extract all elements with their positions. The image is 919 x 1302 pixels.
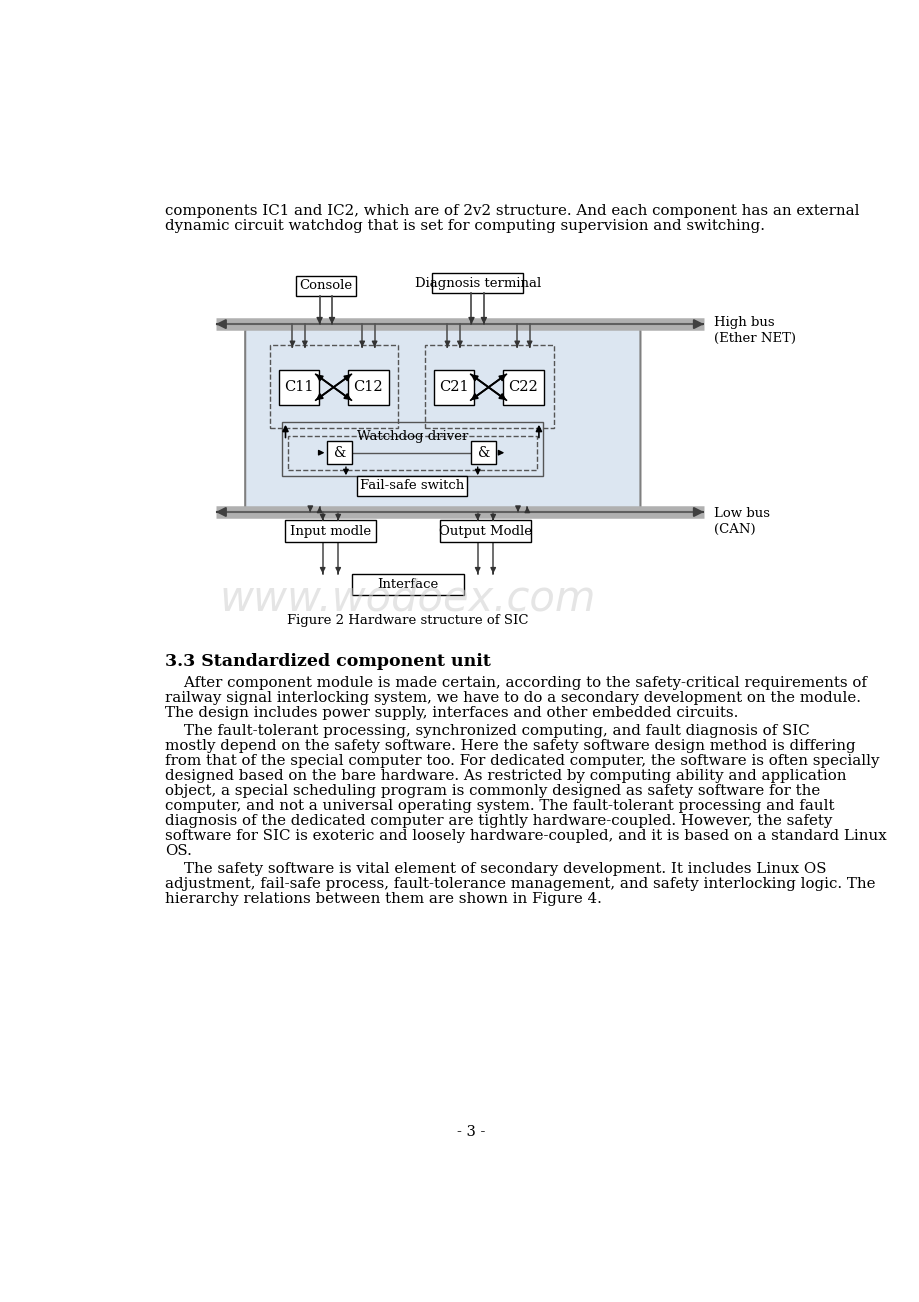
Bar [327,441,352,465]
Text: Fail-safe switch: Fail-safe switch [359,479,464,492]
Text: C21: C21 [438,380,468,395]
Text: The safety software is vital element of secondary development. It includes Linux: The safety software is vital element of … [165,862,826,876]
FancyBboxPatch shape [245,324,640,514]
Text: Output Modle: Output Modle [438,525,531,538]
Text: - 3 -: - 3 - [457,1125,485,1139]
Bar [439,521,530,542]
Text: C11: C11 [284,380,313,395]
Text: &: & [477,445,490,460]
Text: &: & [334,445,346,460]
Text: railway signal interlocking system, we have to do a secondary development on the: railway signal interlocking system, we h… [165,691,860,704]
Text: Watchdog driver: Watchdog driver [357,430,468,443]
Text: software for SIC is exoteric and loosely hardware-coupled, and it is based on a : software for SIC is exoteric and loosely… [165,829,886,844]
Text: dynamic circuit watchdog that is set for computing supervision and switching.: dynamic circuit watchdog that is set for… [165,219,765,233]
Bar [425,345,554,428]
Text: www.wodoex.com: www.wodoex.com [220,577,596,620]
Bar [284,521,376,542]
Text: Interface: Interface [377,578,438,591]
Text: C22: C22 [508,380,538,395]
Bar [503,370,543,405]
Text: 3.3 Standardized component unit: 3.3 Standardized component unit [165,652,491,671]
Text: adjustment, fail-safe process, fault-tolerance management, and safety interlocki: adjustment, fail-safe process, fault-tol… [165,878,875,892]
Text: designed based on the bare hardware. As restricted by computing ability and appl: designed based on the bare hardware. As … [165,769,846,784]
Text: diagnosis of the dedicated computer are tightly hardware-coupled. However, the s: diagnosis of the dedicated computer are … [165,814,832,828]
Bar [348,370,388,405]
Text: The design includes power supply, interfaces and other embedded circuits.: The design includes power supply, interf… [165,706,738,720]
Text: Console: Console [299,279,352,292]
Bar [432,273,523,293]
Text: After component module is made certain, according to the safety-critical require: After component module is made certain, … [165,676,867,690]
Text: computer, and not a universal operating system. The fault-tolerant processing an: computer, and not a universal operating … [165,799,834,814]
Text: Figure 2 Hardware structure of SIC: Figure 2 Hardware structure of SIC [287,615,528,628]
Bar [288,436,536,470]
Text: The fault-tolerant processing, synchronized computing, and fault diagnosis of SI: The fault-tolerant processing, synchroni… [165,724,810,738]
Bar [269,345,397,428]
Text: from that of the special computer too. For dedicated computer, the software is o: from that of the special computer too. F… [165,754,879,768]
Bar [281,422,542,475]
Text: High bus
(Ether NET): High bus (Ether NET) [713,316,795,345]
Text: Input modle: Input modle [289,525,370,538]
Text: mostly depend on the safety software. Here the safety software design method is : mostly depend on the safety software. He… [165,740,855,753]
Bar [471,441,495,465]
Text: components IC1 and IC2, which are of 2v2 structure. And each component has an ex: components IC1 and IC2, which are of 2v2… [165,204,859,217]
Bar [357,475,467,496]
Text: object, a special scheduling program is commonly designed as safety software for: object, a special scheduling program is … [165,784,820,798]
Bar [295,276,356,296]
Text: OS.: OS. [165,844,192,858]
Bar [351,574,463,595]
Bar [278,370,319,405]
Text: Low bus
(CAN): Low bus (CAN) [713,506,769,535]
Text: hierarchy relations between them are shown in Figure 4.: hierarchy relations between them are sho… [165,892,602,906]
Text: C12: C12 [353,380,383,395]
Bar [433,370,473,405]
Text: Diagnosis terminal: Diagnosis terminal [414,277,540,290]
